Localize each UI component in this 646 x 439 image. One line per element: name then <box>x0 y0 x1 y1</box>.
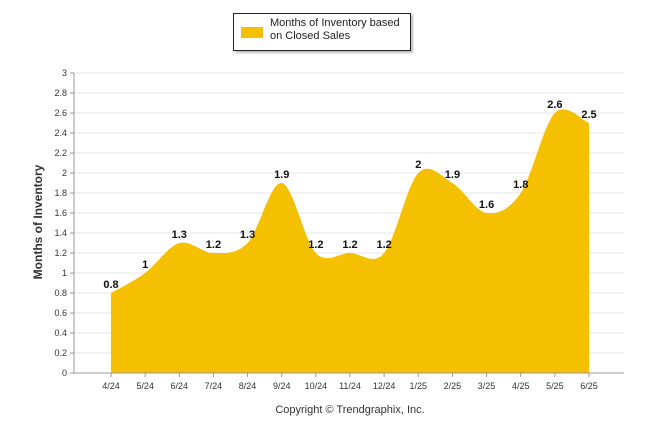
x-tick-label: 5/24 <box>136 381 154 391</box>
y-tick-label: 1.4 <box>54 228 67 238</box>
data-label: 1.2 <box>342 239 357 251</box>
data-label: 1.3 <box>172 229 187 241</box>
y-tick-label: 1 <box>62 268 67 278</box>
x-tick-label: 4/24 <box>102 381 120 391</box>
y-tick-label: 2.2 <box>54 148 67 158</box>
data-label: 2.5 <box>581 109 596 121</box>
data-label: 1 <box>142 259 148 271</box>
y-tick-label: 1.2 <box>54 248 67 258</box>
x-tick-label: 6/25 <box>580 381 598 391</box>
y-tick-label: 2.8 <box>54 88 67 98</box>
y-axis-label: Months of Inventory <box>31 164 45 279</box>
copyright-text: Copyright © Trendgraphix, Inc. <box>275 404 424 416</box>
legend-label: Months of Inventory based on Closed Sale… <box>270 17 400 42</box>
y-tick-label: 2.4 <box>54 128 67 138</box>
axes: 0 0.2 0.4 0.6 0.8 1 1.2 1.4 1.6 1.8 2 2.2 2.4 2.6 2.8 3… <box>54 68 624 391</box>
data-label: 1.2 <box>308 239 323 251</box>
y-tick-label: 0 <box>62 368 67 378</box>
data-label: 2.6 <box>547 99 562 111</box>
x-tick-label: 7/24 <box>205 381 223 391</box>
x-tick-label: 6/24 <box>171 381 189 391</box>
x-tick-label: 3/25 <box>478 381 496 391</box>
data-label: 1.2 <box>376 239 391 251</box>
x-tick-label: 10/24 <box>305 381 328 391</box>
x-tick-label: 11/24 <box>339 381 361 391</box>
x-tick-label: 1/25 <box>410 381 428 391</box>
data-label: 1.9 <box>274 169 289 181</box>
y-tick-label: 1.8 <box>54 188 67 198</box>
x-tick-label: 5/25 <box>546 381 564 391</box>
legend: Months of Inventory based on Closed Sale… <box>233 13 411 51</box>
y-tick-label: 2 <box>62 168 67 178</box>
x-tick-label: 2/25 <box>444 381 462 391</box>
x-tick-label: 8/24 <box>239 381 257 391</box>
y-tick-label: 0.8 <box>54 288 67 298</box>
y-tick-label: 3 <box>62 68 67 78</box>
y-tick-label: 0.2 <box>54 348 67 358</box>
x-tick-label: 12/24 <box>373 381 396 391</box>
y-tick-label: 0.4 <box>54 328 67 338</box>
data-label: 0.8 <box>103 279 118 291</box>
legend-swatch <box>241 27 263 38</box>
data-label: 1.6 <box>479 199 494 211</box>
area-series <box>111 109 589 373</box>
data-label: 2 <box>415 159 421 171</box>
x-tick-label: 9/24 <box>273 381 291 391</box>
data-labels: 0.8 1 1.3 1.2 1.3 1.9 1.2 1.2 1.2 2 1.9 1.6 1.8 2.6 2.… <box>103 99 596 291</box>
x-tick-label: 4/25 <box>512 381 530 391</box>
y-tick-label: 1.6 <box>54 208 67 218</box>
data-label: 1.2 <box>206 239 221 251</box>
y-tick-label: 2.6 <box>54 108 67 118</box>
data-label: 1.9 <box>445 169 460 181</box>
y-tick-label: 0.6 <box>54 308 67 318</box>
data-label: 1.3 <box>240 229 255 241</box>
area-fill <box>111 109 589 373</box>
data-label: 1.8 <box>513 179 528 191</box>
